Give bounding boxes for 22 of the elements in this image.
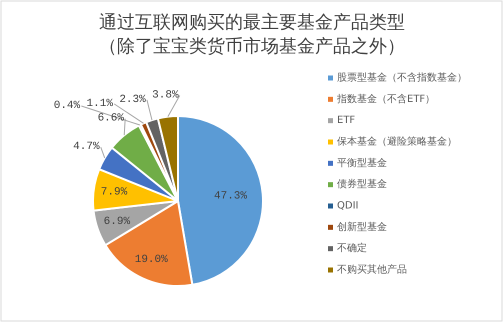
data-label: 6.9%	[104, 216, 130, 228]
legend-label: 创新型基金	[337, 220, 387, 233]
data-label: 4.7%	[73, 141, 100, 154]
legend-label: 指数基金（不含ETF）	[336, 92, 436, 105]
data-label: 2.3%	[119, 94, 146, 106]
legend-label: 债券型基金	[337, 178, 387, 190]
data-label: 0.4%	[54, 100, 81, 112]
legend-label: 平衡型基金	[337, 156, 387, 169]
legend-label: ETF	[337, 115, 356, 126]
chart-subtitle: （除了宝宝类货币市场基金产品之外）	[99, 36, 405, 57]
data-label: 47.3%	[214, 190, 248, 203]
data-label: 3.8%	[152, 90, 179, 102]
legend-label: 保本基金（避险策略基金）	[337, 136, 457, 148]
data-label: 19.0%	[134, 254, 168, 266]
chart-title: 通过互联网购买的最主要基金产品类型	[99, 12, 405, 33]
legend-label: 不购买其他产品	[337, 264, 407, 276]
data-label: 1.1%	[86, 98, 114, 110]
data-label: 6.6%	[98, 112, 124, 125]
legend-label: 股票型基金（不含指数基金）	[337, 72, 467, 84]
data-label: 7.9%	[100, 186, 128, 198]
legend-label: 不确定	[337, 242, 367, 254]
legend-label: QDII	[337, 200, 358, 212]
